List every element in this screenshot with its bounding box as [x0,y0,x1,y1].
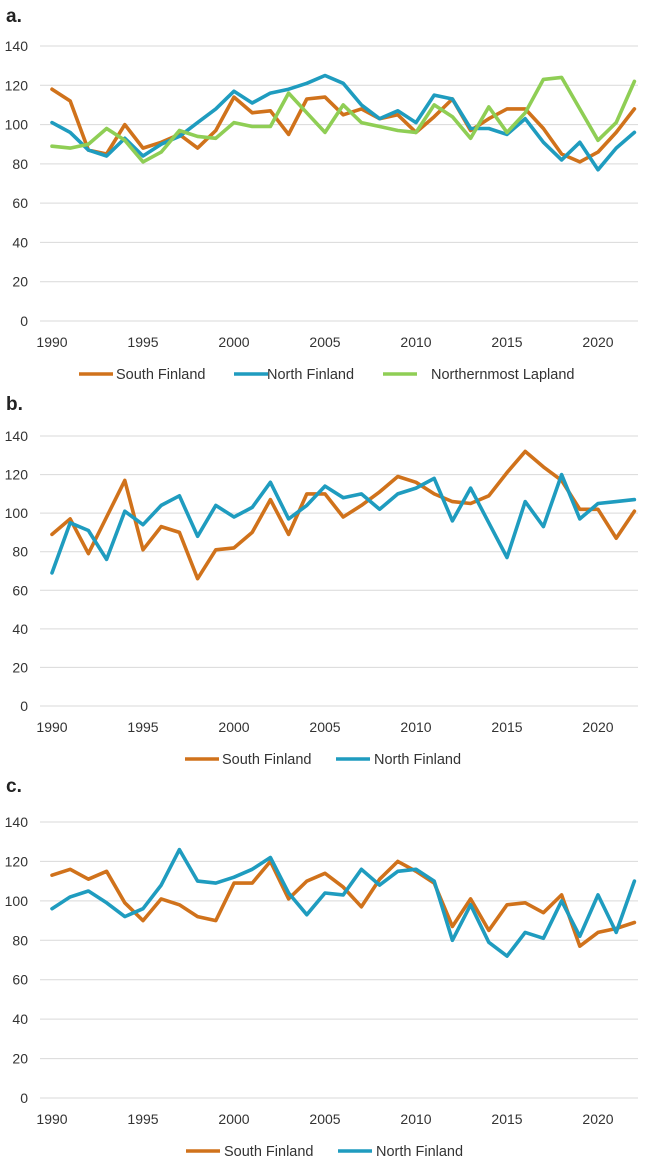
y-tick-label: 80 [12,544,28,560]
series-line-north-finland [50,472,637,575]
y-tick-label: 140 [5,428,29,444]
series-line-north-finland [50,847,637,958]
y-tick-label: 0 [20,313,28,329]
x-tick-label: 2000 [218,719,249,735]
x-tick-label: 2020 [582,719,613,735]
y-tick-label: 60 [12,582,28,598]
x-tick-label: 2010 [400,334,431,350]
legend-label-northernmost-lapland: Northernmost Lapland [431,367,574,383]
x-tick-label: 1995 [127,334,158,350]
y-tick-label: 140 [5,814,29,830]
series-line-northernmost-lapland [50,75,637,164]
chart-panel-3: c. 0 20 40 60 80 100 120 140 1990 1995 2000 2005 2010… [5,776,638,1160]
series-line-south-finland [50,859,637,949]
y-tick-label: 100 [5,893,29,909]
y-tick-label: 100 [5,117,29,133]
y-tick-label: 20 [12,274,28,290]
x-tick-label: 1990 [36,334,67,350]
x-tick-label: 2015 [491,1111,522,1127]
y-tick-label: 40 [12,234,28,250]
panel-label: b. [6,394,23,415]
series-line-south-finland [50,449,637,581]
y-tick-label: 0 [20,1090,28,1106]
chart-panel-1: a. 0 20 40 60 80 100 120 140 1990 1995 2000 2005 2010… [5,6,638,383]
x-tick-label: 2010 [400,719,431,735]
x-tick-label: 2005 [309,334,340,350]
y-tick-label: 40 [12,1011,28,1027]
x-tick-label: 2015 [491,719,522,735]
legend-label-south-finland: South Finland [224,1144,313,1160]
legend-label-north-finland: North Finland [267,367,354,383]
series-line-north-finland [50,73,637,172]
x-tick-label: 2020 [582,334,613,350]
legend-label-south-finland: South Finland [222,752,311,768]
x-tick-label: 1995 [127,1111,158,1127]
legend-label-north-finland: North Finland [374,752,461,768]
y-tick-label: 40 [12,621,28,637]
legend-label-south-finland: South Finland [116,367,205,383]
y-tick-label: 0 [20,698,28,714]
y-tick-label: 60 [12,972,28,988]
chart-panel-2: b. 0 20 40 60 80 100 120 140 1990 1995 2000 2005 2010… [5,394,638,768]
y-tick-label: 80 [12,932,28,948]
legend-label-north-finland: North Finland [376,1144,463,1160]
x-tick-label: 1990 [36,719,67,735]
y-tick-label: 120 [5,853,29,869]
panel-label: a. [6,6,22,27]
y-tick-label: 60 [12,195,28,211]
x-tick-label: 1995 [127,719,158,735]
x-tick-label: 1990 [36,1111,67,1127]
x-tick-label: 2015 [491,334,522,350]
y-tick-label: 140 [5,38,29,54]
x-tick-label: 2010 [400,1111,431,1127]
x-tick-label: 2005 [309,719,340,735]
y-tick-label: 120 [5,467,29,483]
y-tick-label: 20 [12,659,28,675]
panel-label: c. [6,776,22,797]
x-tick-label: 2005 [309,1111,340,1127]
y-tick-label: 120 [5,77,29,93]
y-tick-label: 20 [12,1051,28,1067]
series-line-south-finland [50,87,637,164]
x-tick-label: 2000 [218,334,249,350]
x-tick-label: 2000 [218,1111,249,1127]
y-tick-label: 80 [12,156,28,172]
x-tick-label: 2020 [582,1111,613,1127]
y-tick-label: 100 [5,505,29,521]
